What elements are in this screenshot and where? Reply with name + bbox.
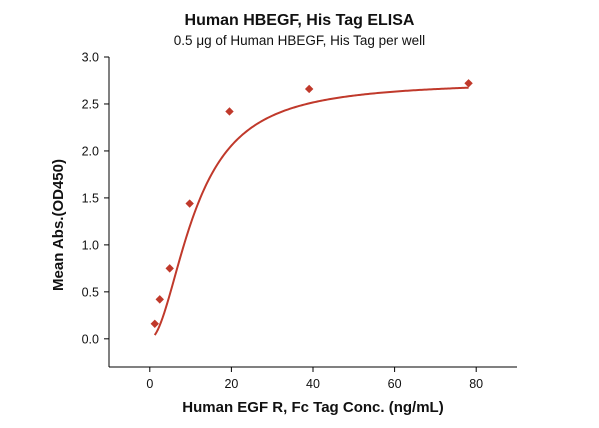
data-point xyxy=(225,107,234,116)
data-points xyxy=(150,79,473,328)
ticks: 0.0 0.5 1.0 1.5 2.0 2.5 3.0 0 20 40 60 80 xyxy=(82,51,484,392)
axes xyxy=(108,57,517,368)
x-tick-label: 0 xyxy=(146,377,153,391)
chart-title: Human HBEGF, His Tag ELISA xyxy=(184,12,415,29)
fit-curve xyxy=(153,86,469,336)
y-tick-label: 2.0 xyxy=(82,144,99,158)
y-tick-label: 0.5 xyxy=(82,285,99,299)
x-axis-title: Human EGF R, Fc Tag Conc. (ng/mL) xyxy=(182,399,443,416)
y-tick-label: 2.5 xyxy=(82,97,99,111)
data-point xyxy=(304,84,314,94)
y-tick-label: 0.0 xyxy=(82,332,99,346)
x-tick-label: 60 xyxy=(388,377,402,391)
data-point xyxy=(185,199,194,208)
x-tick-label: 20 xyxy=(224,377,238,391)
x-tick-label: 80 xyxy=(469,377,483,391)
x-tick-label: 40 xyxy=(306,377,320,391)
y-axis-title: Mean Abs.(OD450) xyxy=(50,159,67,291)
y-tick-label: 1.0 xyxy=(82,238,99,252)
data-point xyxy=(155,295,164,304)
data-point xyxy=(150,319,159,328)
data-point xyxy=(464,79,473,88)
data-point xyxy=(165,264,174,273)
y-tick-label: 1.5 xyxy=(82,191,99,205)
y-tick-label: 3.0 xyxy=(82,51,99,65)
chart-subtitle: 0.5 μg of Human HBEGF, His Tag per well xyxy=(173,33,426,48)
